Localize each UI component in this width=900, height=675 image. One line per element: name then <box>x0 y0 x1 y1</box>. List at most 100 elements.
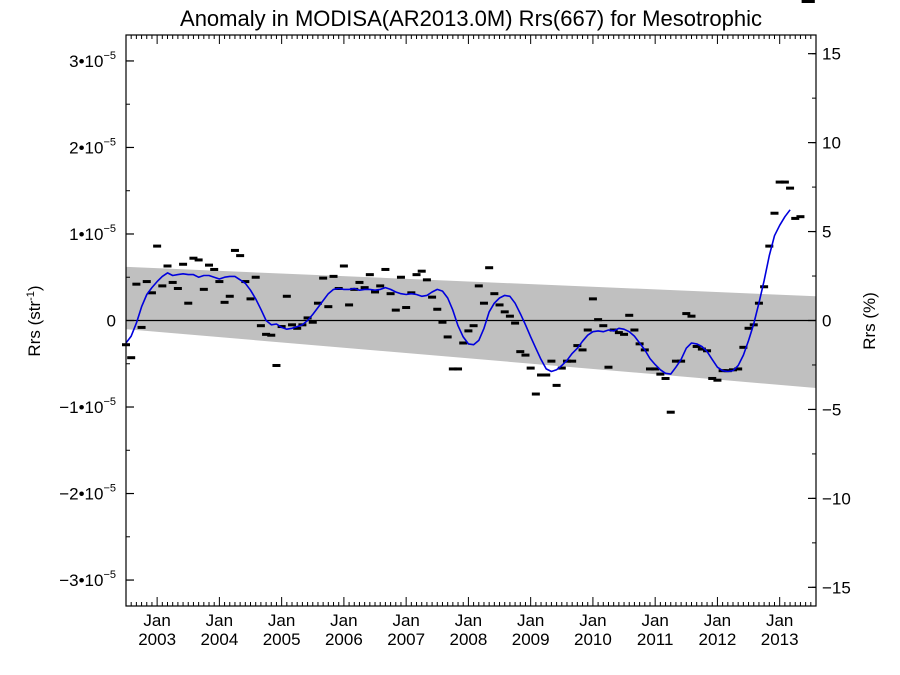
monthly-anomaly-point <box>687 314 696 318</box>
monthly-anomaly-point <box>671 359 680 363</box>
x-tick-month-label: Jan <box>143 611 170 630</box>
monthly-anomaly-point <box>474 284 483 288</box>
monthly-anomaly-point <box>692 344 701 348</box>
monthly-anomaly-point <box>786 186 795 190</box>
monthly-anomaly-point <box>744 326 753 330</box>
x-tick-year-label: 2012 <box>699 630 737 649</box>
monthly-anomaly-point <box>765 244 774 248</box>
monthly-anomaly-point <box>412 273 421 277</box>
monthly-anomaly-point <box>464 329 473 333</box>
y-tick-label: 2•10−5 <box>69 136 116 157</box>
monthly-anomaly-point <box>428 295 437 299</box>
monthly-anomaly-point <box>251 275 260 279</box>
monthly-anomaly-point <box>225 294 234 298</box>
monthly-anomaly-point <box>293 326 302 330</box>
monthly-anomaly-point <box>376 284 385 288</box>
monthly-anomaly-point <box>163 264 172 268</box>
monthly-anomaly-point <box>443 335 452 339</box>
right-y-axis: 15 10 5 0 −5 −10 −15 <box>808 45 851 597</box>
monthly-anomaly-point <box>599 324 608 328</box>
monthly-anomaly-point <box>319 276 328 280</box>
x-tick-month-label: Jan <box>766 611 793 630</box>
monthly-anomaly-point <box>324 305 333 309</box>
y-tick-label: −1•10−5 <box>59 396 116 417</box>
monthly-anomaly-point <box>438 320 447 324</box>
monthly-anomaly-point <box>500 310 509 314</box>
y2-tick-label: −15 <box>822 578 851 597</box>
monthly-anomaly-point <box>391 308 400 312</box>
monthly-anomaly-point <box>345 303 354 307</box>
monthly-anomaly-point <box>158 284 167 288</box>
monthly-anomaly-point <box>386 292 395 296</box>
monthly-anomaly-point <box>645 367 654 371</box>
monthly-anomaly-point <box>199 287 208 291</box>
monthly-anomaly-point <box>417 269 426 273</box>
x-tick-year-label: 2008 <box>449 630 487 649</box>
monthly-anomaly-point <box>760 285 769 289</box>
monthly-anomaly-point <box>184 301 193 305</box>
monthly-anomaly-point <box>723 369 732 373</box>
monthly-anomaly-point <box>801 0 810 3</box>
monthly-anomaly-point <box>791 216 800 220</box>
monthly-anomaly-point <box>485 266 494 270</box>
monthly-anomaly-point <box>526 366 535 370</box>
monthly-anomaly-point <box>542 373 551 377</box>
y2-tick-label: −5 <box>822 400 841 419</box>
monthly-anomaly-point <box>495 303 504 307</box>
monthly-anomaly-point <box>230 248 239 252</box>
left-y-axis: 3•10−5 2•10−5 1•10−5 0 −1•10−5 −2•10−5 −3•10−5 <box>59 50 134 590</box>
monthly-anomaly-point <box>168 280 177 284</box>
uncertainty-band-layer <box>126 266 816 388</box>
monthly-anomaly-point <box>739 345 748 349</box>
x-tick-year-label: 2010 <box>574 630 612 649</box>
monthly-anomaly-point <box>308 320 317 324</box>
monthly-anomaly-point <box>531 392 540 396</box>
y-tick-label: 1•10−5 <box>69 223 116 244</box>
smoothed-anomaly-layer <box>125 209 791 375</box>
monthly-anomaly-point <box>329 274 338 278</box>
monthly-anomaly-point <box>682 312 691 316</box>
monthly-anomaly-point <box>371 290 380 294</box>
x-tick-month-label: Jan <box>392 611 419 630</box>
y2-tick-label: 15 <box>822 45 841 64</box>
monthly-anomaly-point <box>147 291 156 295</box>
monthly-anomaly-point <box>469 324 478 328</box>
monthly-anomaly-point <box>780 180 789 184</box>
monthly-anomaly-point <box>256 324 265 328</box>
monthly-anomaly-point <box>272 363 281 367</box>
x-tick-month-label: Jan <box>704 611 731 630</box>
monthly-anomaly-point <box>313 301 322 305</box>
monthly-anomaly-point <box>578 348 587 352</box>
monthly-anomaly-point <box>288 323 297 327</box>
monthly-anomaly-point <box>407 291 416 295</box>
monthly-anomaly-point <box>220 300 229 304</box>
x-tick-month-label: Jan <box>268 611 295 630</box>
monthly-anomaly-point <box>365 273 374 277</box>
monthly-anomaly-point <box>433 307 442 311</box>
y-tick-label: 0 <box>107 312 116 331</box>
monthly-anomaly-point <box>153 244 162 248</box>
monthly-anomaly-point <box>734 367 743 371</box>
x-tick-year-label: 2011 <box>637 630 674 649</box>
monthly-anomaly-point <box>142 280 151 284</box>
x-tick-year-label: 2005 <box>263 630 301 649</box>
monthly-anomaly-point <box>402 306 411 310</box>
y2-axis-label: Rrs (%) <box>860 292 879 350</box>
monthly-anomaly-point <box>583 328 592 332</box>
monthly-anomaly-point <box>651 367 660 371</box>
monthly-anomaly-point <box>381 267 390 271</box>
monthly-anomaly-point <box>194 258 203 262</box>
monthly-anomaly-point <box>215 280 224 284</box>
monthly-anomaly-point <box>246 297 255 301</box>
y-tick-label: 3•10−5 <box>69 50 116 71</box>
monthly-anomaly-point <box>697 347 706 351</box>
monthly-anomaly-point <box>609 328 618 332</box>
monthly-anomaly-point <box>448 367 457 371</box>
monthly-anomaly-point <box>588 297 597 301</box>
x-axis: Jan2003Jan2004Jan2005Jan2006Jan2007Jan20… <box>125 35 817 649</box>
monthly-anomaly-point <box>205 263 214 267</box>
monthly-anomaly-point <box>770 211 779 215</box>
x-tick-month-label: Jan <box>330 611 357 630</box>
monthly-anomaly-point <box>454 367 463 371</box>
